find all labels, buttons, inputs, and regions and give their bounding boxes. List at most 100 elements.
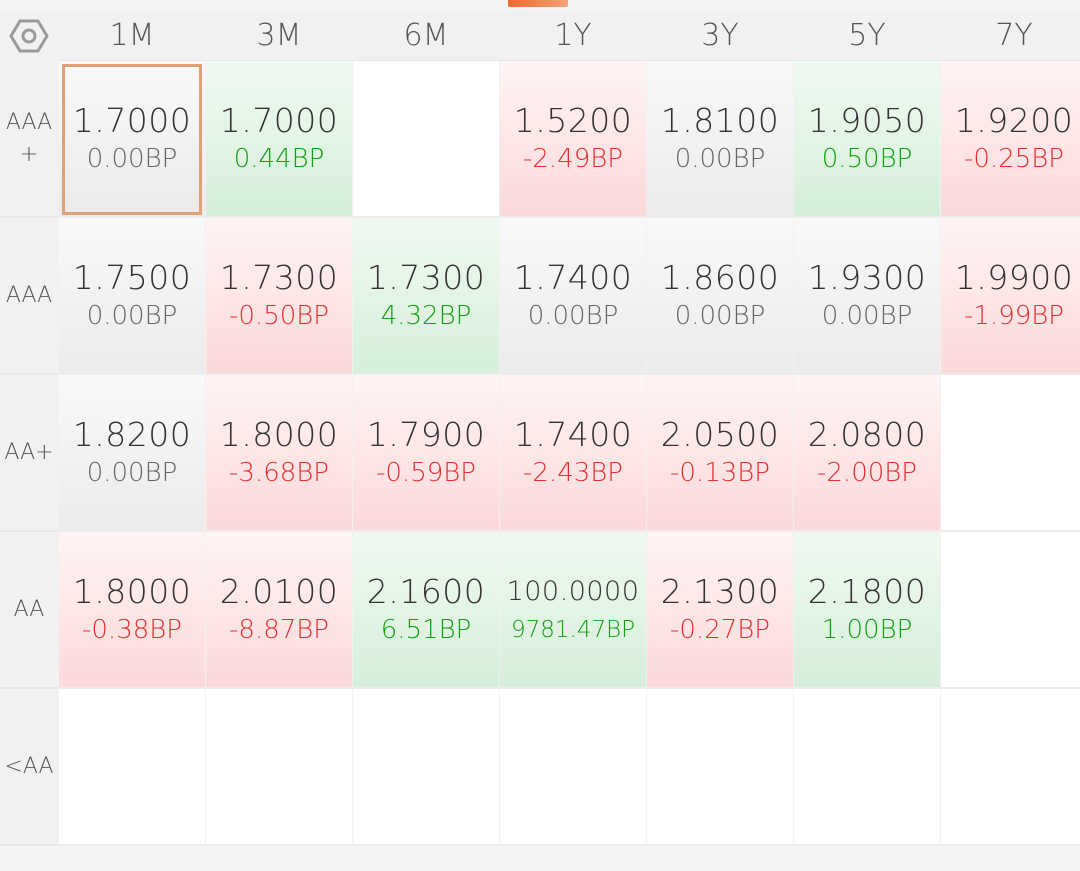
rate-cell[interactable]: 1.7500 0.00BP [59, 218, 205, 375]
rate-change: 1.00BP [821, 614, 913, 645]
rate-cell[interactable]: 1.8200 0.00BP [59, 375, 205, 532]
rate-cell[interactable]: 2.1800 1.00BP [794, 532, 940, 689]
tenor-header-1m[interactable]: 1M [59, 10, 205, 61]
rate-value: 1.5200 [513, 100, 633, 140]
tenor-header-7y[interactable]: 7Y [941, 10, 1080, 61]
rate-value: 1.7400 [513, 257, 633, 297]
rating-label: <AA [0, 689, 58, 846]
rate-value: 2.1600 [366, 571, 486, 611]
rate-cell[interactable]: 2.1300 -0.27BP [647, 532, 793, 689]
rate-change: 6.51BP [380, 614, 472, 645]
rate-value: 2.0500 [660, 414, 780, 454]
rate-change: -0.25BP [964, 143, 1064, 174]
rating-label: AA [0, 532, 58, 689]
empty-cell [500, 689, 646, 846]
tenor-header-3y[interactable]: 3Y [647, 10, 793, 61]
rate-value: 1.8000 [219, 414, 339, 454]
rate-value: 1.8000 [72, 571, 192, 611]
rate-cell[interactable]: 1.7400 -2.43BP [500, 375, 646, 532]
rate-cell[interactable]: 100.0000 9781.47BP [500, 532, 646, 689]
rate-change: -8.87BP [229, 614, 329, 645]
rate-value: 1.7000 [72, 100, 192, 140]
tenor-header-3m[interactable]: 3M [206, 10, 352, 61]
rate-value: 1.9200 [954, 100, 1074, 140]
rate-value: 1.7300 [219, 257, 339, 297]
empty-cell [353, 689, 499, 846]
rate-change: -3.68BP [229, 457, 329, 488]
scroll-indicator [508, 0, 568, 7]
rate-change: 9781.47BP [510, 616, 636, 643]
tenor-header-5y[interactable]: 5Y [794, 10, 940, 61]
rate-change: 0.00BP [674, 300, 766, 331]
empty-cell [59, 689, 205, 846]
settings-button[interactable] [0, 10, 58, 61]
rate-cell[interactable]: 1.8000 -0.38BP [59, 532, 205, 689]
rate-change: -2.43BP [523, 457, 623, 488]
rate-change: 0.00BP [527, 300, 619, 331]
rate-value: 1.8100 [660, 100, 780, 140]
rate-cell[interactable]: 1.8100 0.00BP [647, 61, 793, 218]
rate-value: 100.0000 [506, 575, 640, 607]
rate-value: 1.9050 [807, 100, 927, 140]
rate-cell[interactable]: 1.8600 0.00BP [647, 218, 793, 375]
rate-cell[interactable]: 2.0800 -2.00BP [794, 375, 940, 532]
rate-value: 1.9300 [807, 257, 927, 297]
rate-value: 2.1300 [660, 571, 780, 611]
empty-cell [206, 689, 352, 846]
rate-change: -2.49BP [523, 143, 623, 174]
rate-change: 0.00BP [86, 143, 178, 174]
rate-cell[interactable]: 1.7300 -0.50BP [206, 218, 352, 375]
rating-label: AAA + [0, 61, 58, 218]
rate-cell[interactable]: 1.5200 -2.49BP [500, 61, 646, 218]
rate-cell[interactable]: 1.7400 0.00BP [500, 218, 646, 375]
rate-change: -0.27BP [670, 614, 770, 645]
rate-value: 1.7500 [72, 257, 192, 297]
rate-value: 1.9900 [954, 257, 1074, 297]
settings-hexagon-icon [9, 19, 49, 52]
rate-change: -0.38BP [82, 614, 182, 645]
tenor-header-1y[interactable]: 1Y [500, 10, 646, 61]
rating-label: AAA [0, 218, 58, 375]
rate-change: 0.44BP [233, 143, 325, 174]
rate-cell[interactable]: 1.8000 -3.68BP [206, 375, 352, 532]
rate-value: 1.7000 [219, 100, 339, 140]
rate-value: 2.1800 [807, 571, 927, 611]
rate-change: 0.00BP [86, 300, 178, 331]
rate-cell[interactable]: 1.7900 -0.59BP [353, 375, 499, 532]
rate-matrix: 1M 3M 6M 1Y 3Y 5Y 7Y AAA +1.7000 0.00BP 1.7000 0.4… [0, 10, 1080, 846]
rate-change: 0.00BP [674, 143, 766, 174]
rate-cell[interactable]: 2.0100 -8.87BP [206, 532, 352, 689]
rate-cell[interactable]: 1.7000 0.00BP [59, 61, 205, 218]
rate-value: 1.8200 [72, 414, 192, 454]
rate-value: 1.7300 [366, 257, 486, 297]
rate-change: 0.50BP [821, 143, 913, 174]
empty-cell [941, 689, 1080, 846]
rate-cell[interactable]: 1.9300 0.00BP [794, 218, 940, 375]
rating-label: AA+ [0, 375, 58, 532]
rate-change: -1.99BP [964, 300, 1064, 331]
rate-change: -2.00BP [817, 457, 917, 488]
rate-cell[interactable]: 1.9900 -1.99BP [941, 218, 1080, 375]
rate-cell[interactable]: 2.1600 6.51BP [353, 532, 499, 689]
tenor-header-6m[interactable]: 6M [353, 10, 499, 61]
empty-cell [941, 375, 1080, 532]
empty-cell [647, 689, 793, 846]
rate-value: 1.8600 [660, 257, 780, 297]
rate-change: 0.00BP [821, 300, 913, 331]
rate-value: 1.7400 [513, 414, 633, 454]
rate-cell[interactable]: 1.7000 0.44BP [206, 61, 352, 218]
empty-cell [353, 61, 499, 218]
rate-value: 1.7900 [366, 414, 486, 454]
rate-change: -0.59BP [376, 457, 476, 488]
bottom-strip [0, 856, 1080, 871]
rate-change: 0.00BP [86, 457, 178, 488]
rate-cell[interactable]: 1.7300 4.32BP [353, 218, 499, 375]
empty-cell [941, 532, 1080, 689]
rate-cell[interactable]: 2.0500 -0.13BP [647, 375, 793, 532]
rate-cell[interactable]: 1.9200 -0.25BP [941, 61, 1080, 218]
rate-cell[interactable]: 1.9050 0.50BP [794, 61, 940, 218]
rate-change: -0.50BP [229, 300, 329, 331]
rate-value: 2.0100 [219, 571, 339, 611]
empty-cell [794, 689, 940, 846]
rate-change: -0.13BP [670, 457, 770, 488]
